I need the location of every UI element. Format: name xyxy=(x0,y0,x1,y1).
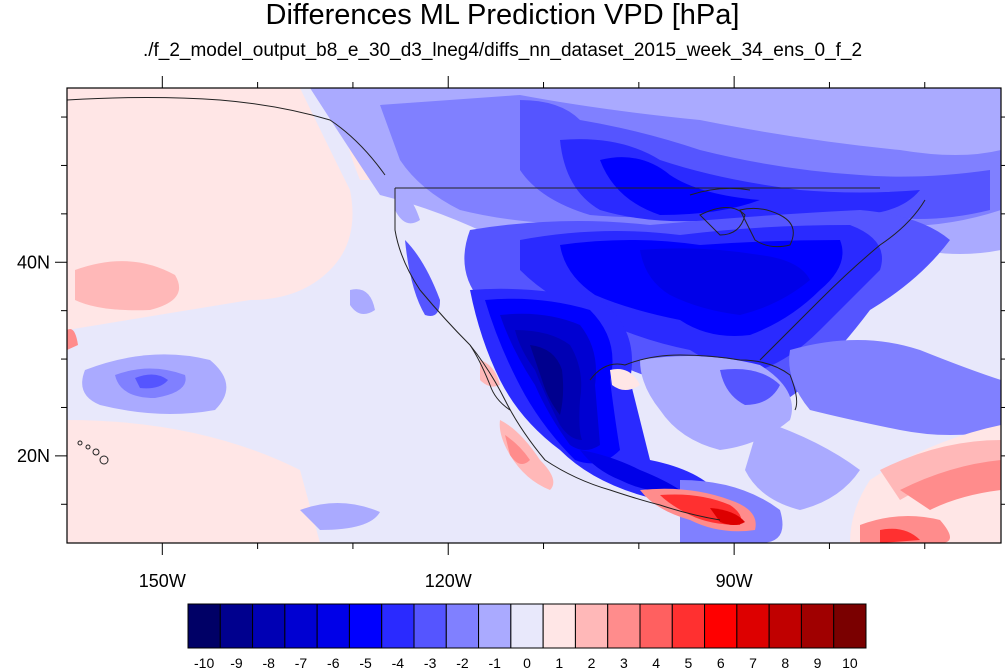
colorbar-label: -5 xyxy=(359,655,372,671)
colorbar-swatch xyxy=(510,603,544,649)
colorbar-label: -10 xyxy=(194,655,214,671)
colorbar-swatch xyxy=(187,603,221,649)
colorbar-swatch xyxy=(348,603,383,649)
colorbar-label: 9 xyxy=(814,655,822,671)
colorbar-label: 7 xyxy=(749,655,757,671)
colorbar: -10 -9 -8 -7 -6 -5 -4 -3 -2 -1 0 1 2 3 4 5 6 7 8 9 10 xyxy=(187,603,867,671)
colorbar-label: -7 xyxy=(295,655,308,671)
lat-tick-labels: 40N 20N xyxy=(17,252,50,466)
colorbar-swatch xyxy=(316,603,350,649)
colorbar-label: -6 xyxy=(327,655,340,671)
colorbar-label: -3 xyxy=(424,655,437,671)
lat-tick-label: 20N xyxy=(17,446,50,466)
coastline-outlines xyxy=(67,97,926,521)
colorbar-swatch xyxy=(768,603,802,649)
lon-tick-label: 90W xyxy=(716,571,753,591)
colorbar-swatch xyxy=(607,603,641,649)
colorbar-label: 3 xyxy=(620,655,628,671)
conus-negative-region xyxy=(464,210,950,430)
colorbar-swatch xyxy=(833,603,867,649)
lon-tick-label: 120W xyxy=(425,571,472,591)
colorbar-label: 5 xyxy=(685,655,693,671)
colorbar-swatch xyxy=(542,603,576,649)
colorbar-swatch xyxy=(413,603,447,649)
colorbar-label: -1 xyxy=(488,655,501,671)
colorbar-swatch xyxy=(381,603,415,649)
mexico-negative-region xyxy=(470,288,720,503)
pacific-negative-patches xyxy=(82,289,380,530)
colorbar-label: 1 xyxy=(555,655,563,671)
map-subtitle: ./f_2_model_output_b8_e_30_d3_lneg4/diff… xyxy=(142,40,863,61)
colorbar-swatch xyxy=(639,603,673,649)
colorbar-swatch xyxy=(478,603,512,649)
map-plot-area xyxy=(67,88,1001,543)
colorbar-swatch xyxy=(671,603,706,649)
colorbar-label: -8 xyxy=(262,655,275,671)
colorbar-label: 10 xyxy=(842,655,858,671)
colorbar-swatch xyxy=(800,603,835,649)
colorbar-swatch xyxy=(445,603,480,649)
lat-tick-label: 40N xyxy=(17,252,50,272)
colorbar-label: 0 xyxy=(523,655,531,671)
colorbar-swatch xyxy=(736,603,770,649)
lon-tick-label: 150W xyxy=(139,571,186,591)
colorbar-label: -2 xyxy=(456,655,469,671)
colorbar-label: -4 xyxy=(392,655,405,671)
colorbar-swatch xyxy=(574,603,609,649)
central-america-positive-region xyxy=(640,488,756,532)
colorbar-swatch xyxy=(284,603,318,649)
colorbar-swatch xyxy=(704,603,738,649)
map-title: Differences ML Prediction VPD [hPa] xyxy=(265,0,740,31)
colorbar-label: 2 xyxy=(588,655,596,671)
colorbar-label: 8 xyxy=(781,655,789,671)
colorbar-swatch xyxy=(219,603,254,649)
colorbar-swatch xyxy=(252,603,286,649)
colorbar-label: 6 xyxy=(717,655,725,671)
lon-tick-labels: 150W 120W 90W xyxy=(139,571,753,591)
colorbar-label: -9 xyxy=(230,655,243,671)
hawaii-islands xyxy=(77,440,109,465)
colorbar-label: 4 xyxy=(652,655,660,671)
map-frame xyxy=(66,87,1002,544)
axis-ticks xyxy=(55,76,1005,555)
